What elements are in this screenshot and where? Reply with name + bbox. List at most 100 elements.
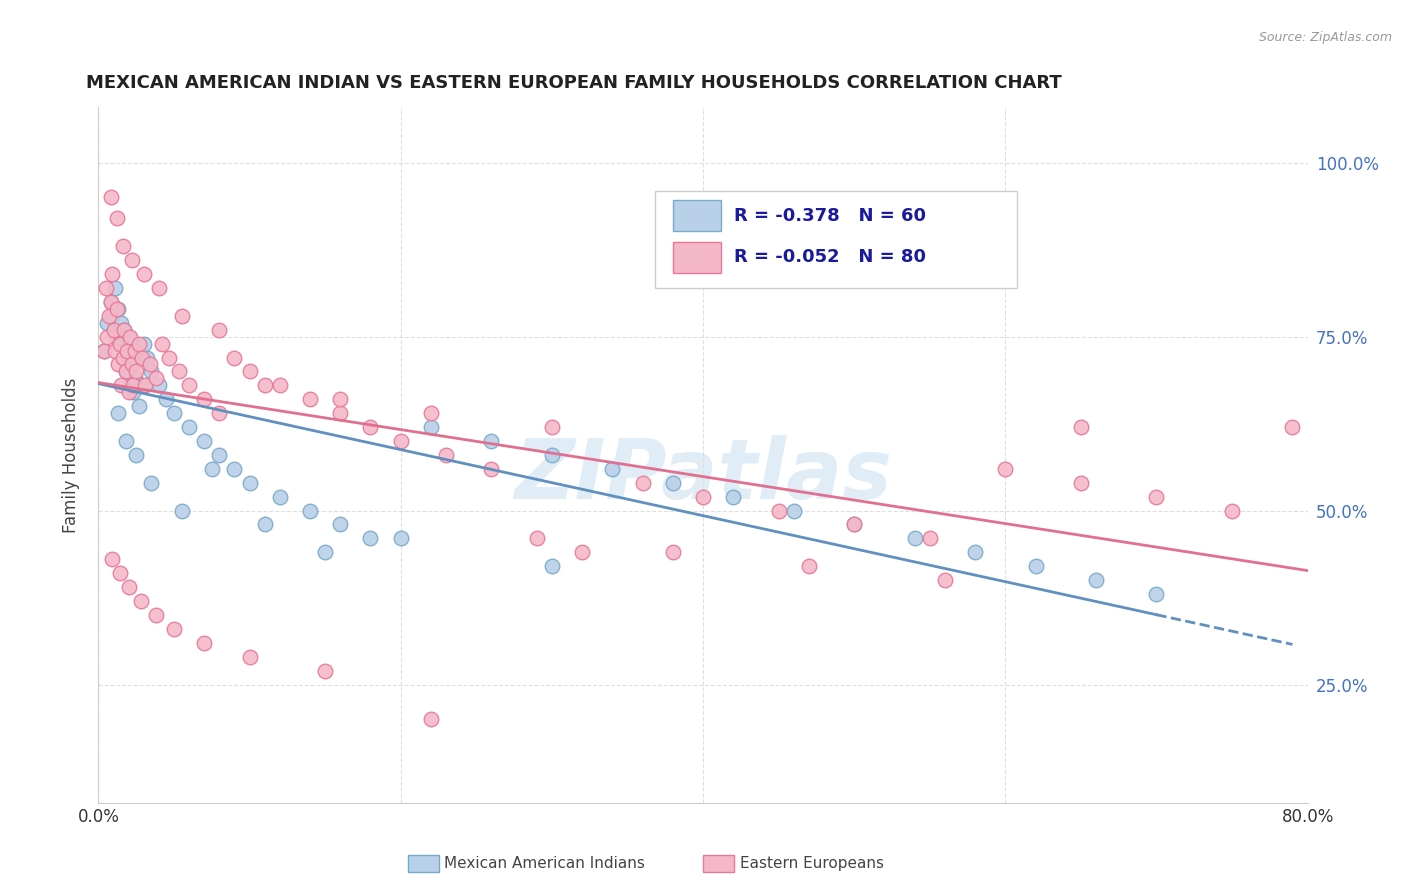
Point bbox=[201, 462, 224, 476]
Point bbox=[141, 475, 163, 490]
Text: Eastern Europeans: Eastern Europeans bbox=[740, 856, 883, 871]
Point bbox=[114, 434, 136, 448]
Point bbox=[329, 406, 352, 420]
Point bbox=[1070, 475, 1092, 490]
Point bbox=[481, 462, 503, 476]
Point bbox=[299, 392, 322, 407]
Point bbox=[904, 532, 927, 546]
Point bbox=[723, 490, 745, 504]
FancyBboxPatch shape bbox=[673, 242, 721, 273]
Point bbox=[93, 343, 115, 358]
Point bbox=[797, 559, 820, 574]
Point bbox=[121, 358, 143, 372]
Point bbox=[94, 281, 117, 295]
Point bbox=[155, 392, 177, 407]
Point bbox=[602, 462, 624, 476]
Point bbox=[122, 385, 145, 400]
Point bbox=[125, 448, 148, 462]
Point bbox=[100, 190, 122, 204]
Point bbox=[208, 406, 231, 420]
Point bbox=[118, 385, 141, 400]
Point bbox=[101, 552, 124, 566]
Point bbox=[118, 329, 141, 343]
Point bbox=[299, 503, 322, 517]
Point bbox=[571, 545, 593, 559]
Point bbox=[100, 294, 122, 309]
Point bbox=[124, 371, 146, 385]
Point bbox=[115, 343, 138, 358]
Point bbox=[170, 309, 193, 323]
Point bbox=[108, 336, 131, 351]
Point bbox=[121, 253, 143, 268]
Text: Mexican American Indians: Mexican American Indians bbox=[444, 856, 645, 871]
Point bbox=[110, 316, 132, 330]
Point bbox=[1070, 420, 1092, 434]
Point bbox=[540, 559, 562, 574]
Text: MEXICAN AMERICAN INDIAN VS EASTERN EUROPEAN FAMILY HOUSEHOLDS CORRELATION CHART: MEXICAN AMERICAN INDIAN VS EASTERN EUROP… bbox=[86, 74, 1062, 92]
Point bbox=[934, 573, 956, 587]
Point bbox=[420, 420, 443, 434]
Point bbox=[108, 336, 131, 351]
Point bbox=[120, 378, 142, 392]
Point bbox=[107, 358, 129, 372]
Point bbox=[124, 343, 146, 358]
Point bbox=[105, 301, 128, 316]
Point bbox=[93, 343, 115, 358]
Point bbox=[107, 301, 129, 316]
Point bbox=[115, 343, 138, 358]
Text: R = -0.378   N = 60: R = -0.378 N = 60 bbox=[734, 207, 927, 225]
Point bbox=[420, 712, 443, 726]
Point bbox=[631, 475, 654, 490]
Point bbox=[389, 434, 412, 448]
Point bbox=[1220, 503, 1243, 517]
Point bbox=[125, 364, 148, 378]
Point bbox=[844, 517, 866, 532]
Point bbox=[159, 351, 181, 365]
Point bbox=[360, 420, 382, 434]
Point bbox=[269, 378, 291, 392]
FancyBboxPatch shape bbox=[655, 191, 1018, 288]
Point bbox=[104, 343, 127, 358]
Point bbox=[329, 392, 352, 407]
Text: R = -0.052   N = 80: R = -0.052 N = 80 bbox=[734, 248, 927, 267]
Point bbox=[139, 358, 162, 372]
Point bbox=[132, 267, 155, 281]
Point bbox=[994, 462, 1017, 476]
Point bbox=[434, 448, 457, 462]
Point bbox=[661, 545, 683, 559]
Point bbox=[540, 420, 562, 434]
Point bbox=[360, 532, 382, 546]
Point bbox=[105, 211, 128, 226]
Point bbox=[389, 532, 412, 546]
Point bbox=[103, 323, 125, 337]
Point bbox=[208, 448, 231, 462]
Point bbox=[239, 649, 262, 664]
Point bbox=[122, 378, 145, 392]
Point bbox=[918, 532, 941, 546]
Point bbox=[121, 358, 143, 372]
Point bbox=[114, 364, 136, 378]
Point bbox=[1144, 490, 1167, 504]
Point bbox=[101, 309, 124, 323]
Y-axis label: Family Households: Family Households bbox=[62, 377, 80, 533]
Point bbox=[783, 503, 806, 517]
Point bbox=[193, 636, 215, 650]
Point bbox=[965, 545, 987, 559]
Point bbox=[105, 329, 128, 343]
Point bbox=[163, 622, 186, 636]
Point bbox=[314, 545, 336, 559]
Point bbox=[844, 517, 866, 532]
Point bbox=[100, 294, 122, 309]
Point bbox=[96, 329, 118, 343]
FancyBboxPatch shape bbox=[673, 201, 721, 231]
Point bbox=[253, 517, 276, 532]
Point bbox=[329, 517, 352, 532]
Point bbox=[114, 364, 136, 378]
Point bbox=[163, 406, 186, 420]
Point bbox=[540, 448, 562, 462]
Point bbox=[1024, 559, 1046, 574]
Point bbox=[111, 239, 134, 253]
Point bbox=[120, 329, 142, 343]
Point bbox=[148, 378, 170, 392]
Point bbox=[239, 475, 262, 490]
